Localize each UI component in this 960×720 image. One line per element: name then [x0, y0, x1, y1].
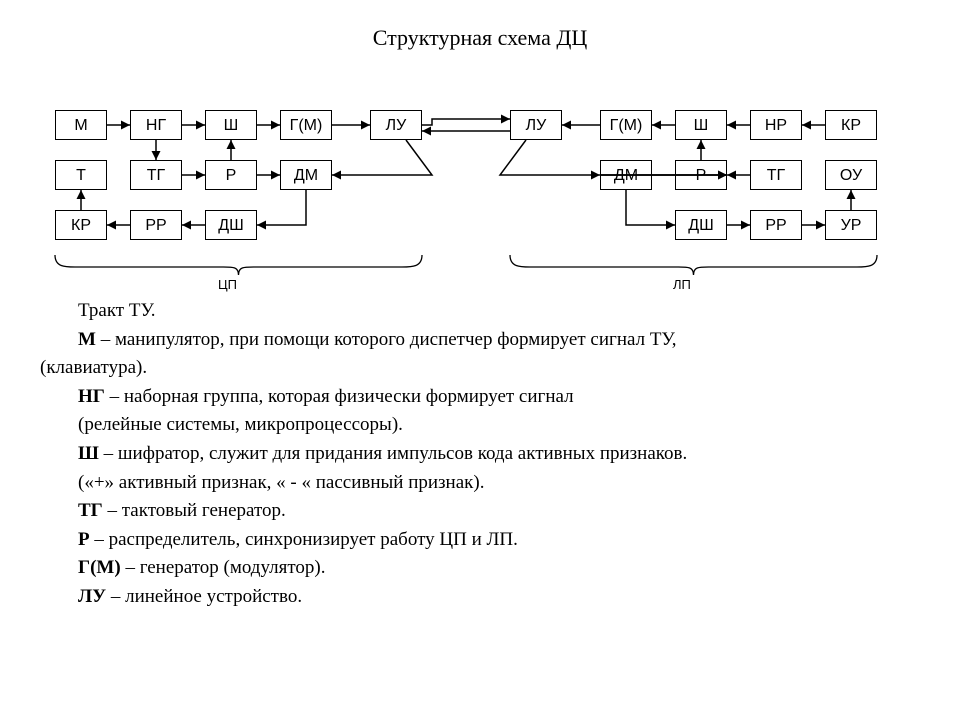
node-R_RR: РР: [750, 210, 802, 240]
node-R_DSH: ДШ: [675, 210, 727, 240]
node-L_DM: ДМ: [280, 160, 332, 190]
desc-line: Г(М) – генератор (модулятор).: [40, 555, 930, 582]
node-R_SH: Ш: [675, 110, 727, 140]
node-R_OU: ОУ: [825, 160, 877, 190]
brace-label: ЛП: [673, 277, 691, 292]
node-R_GM: Г(М): [600, 110, 652, 140]
node-R_KR: КР: [825, 110, 877, 140]
desc-line: Р – распределитель, синхронизирует работ…: [40, 527, 930, 554]
page: Структурная схема ДЦ М НГ Ш Г(М) ЛУ Т ТГ Р ДМ КР Р…: [0, 0, 960, 720]
node-R_NR: НР: [750, 110, 802, 140]
node-L_NG: НГ: [130, 110, 182, 140]
desc-line: Ш – шифратор, служит для придания импуль…: [40, 441, 930, 468]
node-L_GM: Г(М): [280, 110, 332, 140]
node-R_UR: УР: [825, 210, 877, 240]
node-L_TG: ТГ: [130, 160, 182, 190]
node-L_KR: КР: [55, 210, 107, 240]
node-L_T: Т: [55, 160, 107, 190]
desc-line: («+» активный признак, « - « пассивный п…: [40, 470, 930, 497]
node-R_R: Р: [675, 160, 727, 190]
node-L_R: Р: [205, 160, 257, 190]
node-R_DM: ДМ: [600, 160, 652, 190]
node-L_SH: Ш: [205, 110, 257, 140]
node-L_DSH: ДШ: [205, 210, 257, 240]
desc-line: ЛУ – линейное устройство.: [40, 584, 930, 611]
brace-label: ЦП: [218, 277, 237, 292]
desc-line: М – манипулятор, при помощи которого дис…: [40, 327, 930, 354]
desc-line: Тракт ТУ.: [40, 298, 930, 325]
diagram-title: Структурная схема ДЦ: [0, 25, 960, 51]
node-L_M: М: [55, 110, 107, 140]
node-L_LU: ЛУ: [370, 110, 422, 140]
node-L_RR: РР: [130, 210, 182, 240]
desc-line: (релейные системы, микропроцессоры).: [40, 412, 930, 439]
desc-line: (клавиатура).: [40, 355, 930, 382]
desc-line: ТГ – тактовый генератор.: [40, 498, 930, 525]
desc-line: НГ – наборная группа, которая физически …: [40, 384, 930, 411]
description-block: Тракт ТУ.М – манипулятор, при помощи кот…: [40, 298, 930, 613]
node-R_LU: ЛУ: [510, 110, 562, 140]
node-R_TG: ТГ: [750, 160, 802, 190]
